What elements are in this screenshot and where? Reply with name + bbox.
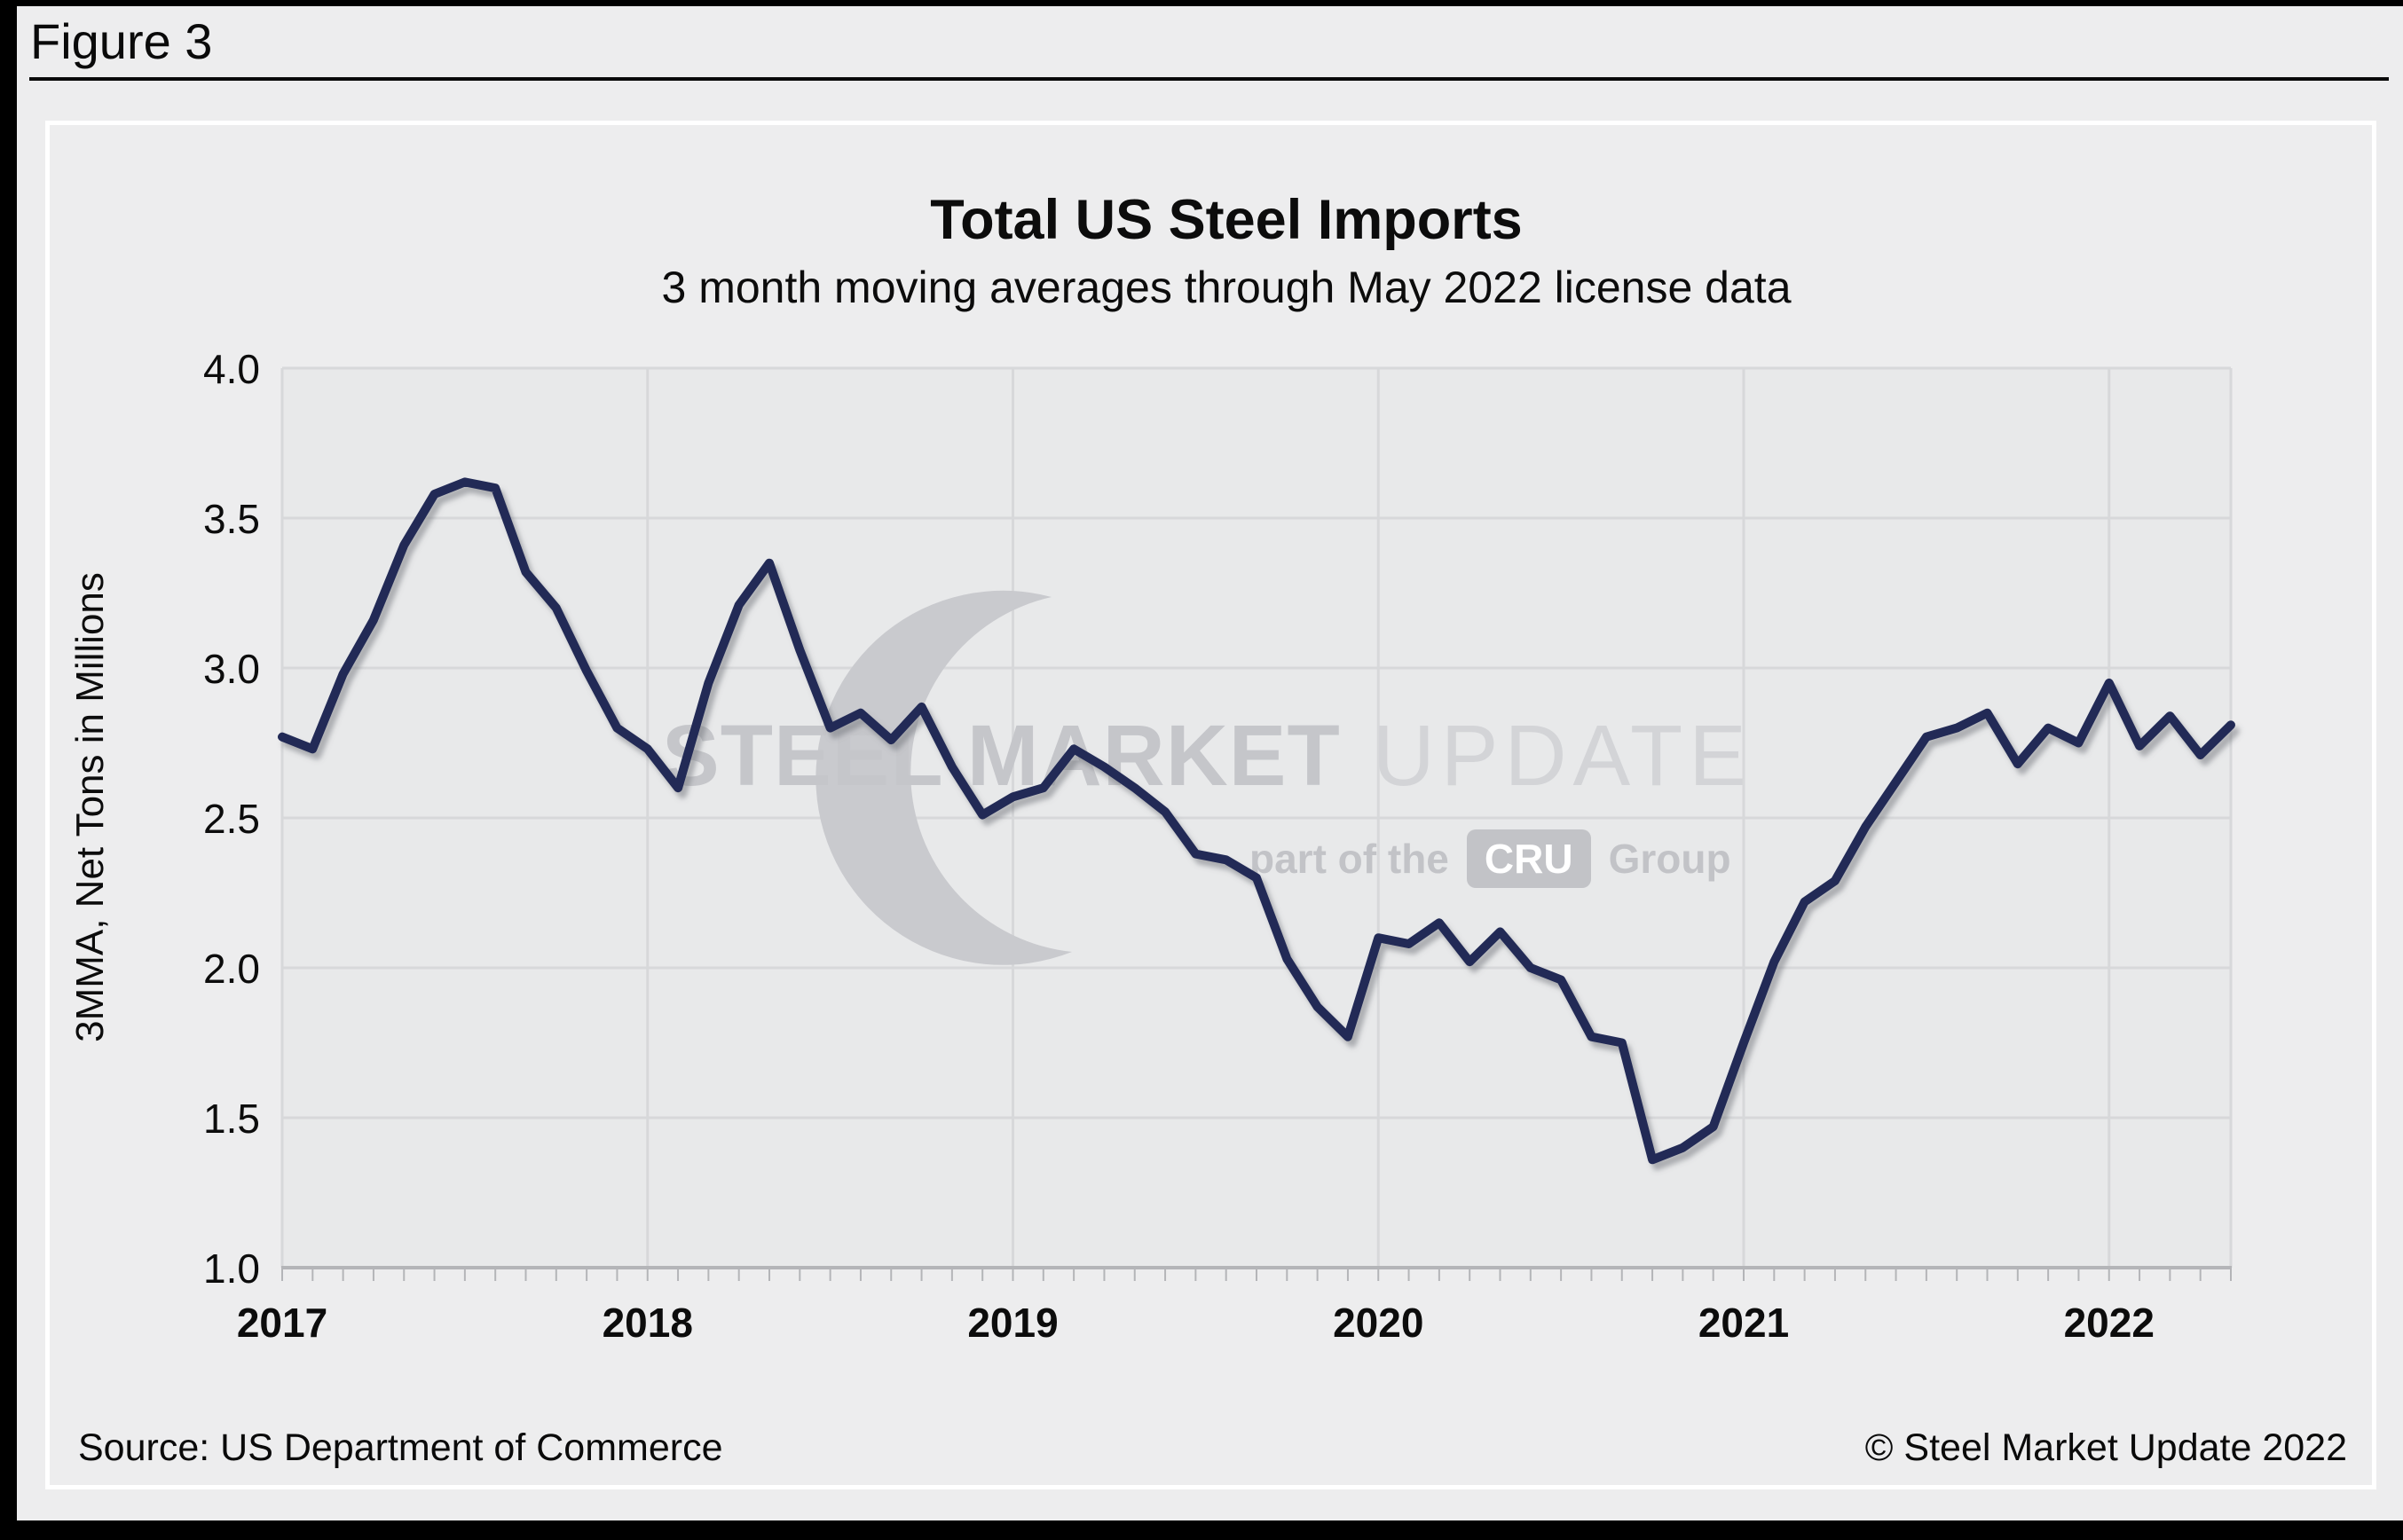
gridlines-layer — [280, 366, 2233, 1281]
x-tick-label-2022: 2022 — [2063, 1300, 2155, 1346]
y-tick-label-3: 3.0 — [203, 646, 260, 692]
data-line-layer — [278, 477, 2235, 1165]
watermark-sub-prefix: part of the — [1249, 836, 1449, 882]
chart-frame — [45, 121, 2376, 1489]
x-tick-label-2019: 2019 — [967, 1300, 1059, 1346]
screen-edge-left — [0, 0, 17, 1534]
header-rule — [29, 77, 2389, 81]
x-tick-label-2020: 2020 — [1333, 1300, 1424, 1346]
y-tick-label-2: 2.0 — [203, 946, 260, 992]
figure-label: Figure 3 — [30, 13, 213, 69]
copyright-note: © Steel Market Update 2022 — [1864, 1426, 2347, 1469]
watermark-logo-layer — [815, 590, 1072, 965]
watermark-sub-suffix: Group — [1608, 836, 1731, 882]
smu-crescent-logo-icon — [815, 590, 1072, 965]
chart-subtitle: 3 month moving averages through May 2022… — [661, 263, 1792, 312]
screen-edge-bottom — [0, 1520, 2403, 1534]
x-tick-label-2018: 2018 — [602, 1300, 693, 1346]
watermark-brand-bold: STEEL MARKET — [662, 707, 1341, 804]
y-tick-label-4: 4.0 — [203, 346, 260, 392]
cru-logo-box: CRU — [1466, 829, 1591, 888]
y-tick-label-3.5: 3.5 — [203, 496, 260, 542]
y-tick-label-1: 1.0 — [203, 1245, 260, 1292]
watermark-brand-light: UPDATE — [1372, 707, 1753, 804]
y-tick-label-1.5: 1.5 — [203, 1096, 260, 1142]
y-tick-label-2.5: 2.5 — [203, 796, 260, 842]
x-tick-label-2021: 2021 — [1698, 1300, 1790, 1346]
imports-line-series — [278, 477, 2235, 1165]
screen-edge-top — [0, 0, 2403, 6]
watermark-subbrand: part of the CRU Group — [1249, 829, 1731, 888]
figure-page: Figure 3 Total US Steel Imports 3 month … — [17, 6, 2403, 1520]
chart-title: Total US Steel Imports — [930, 189, 1523, 251]
source-note: Source: US Department of Commerce — [78, 1426, 723, 1469]
x-tick-label-2017: 2017 — [236, 1300, 328, 1346]
watermark-brand: STEEL MARKET UPDATE — [662, 706, 1753, 805]
